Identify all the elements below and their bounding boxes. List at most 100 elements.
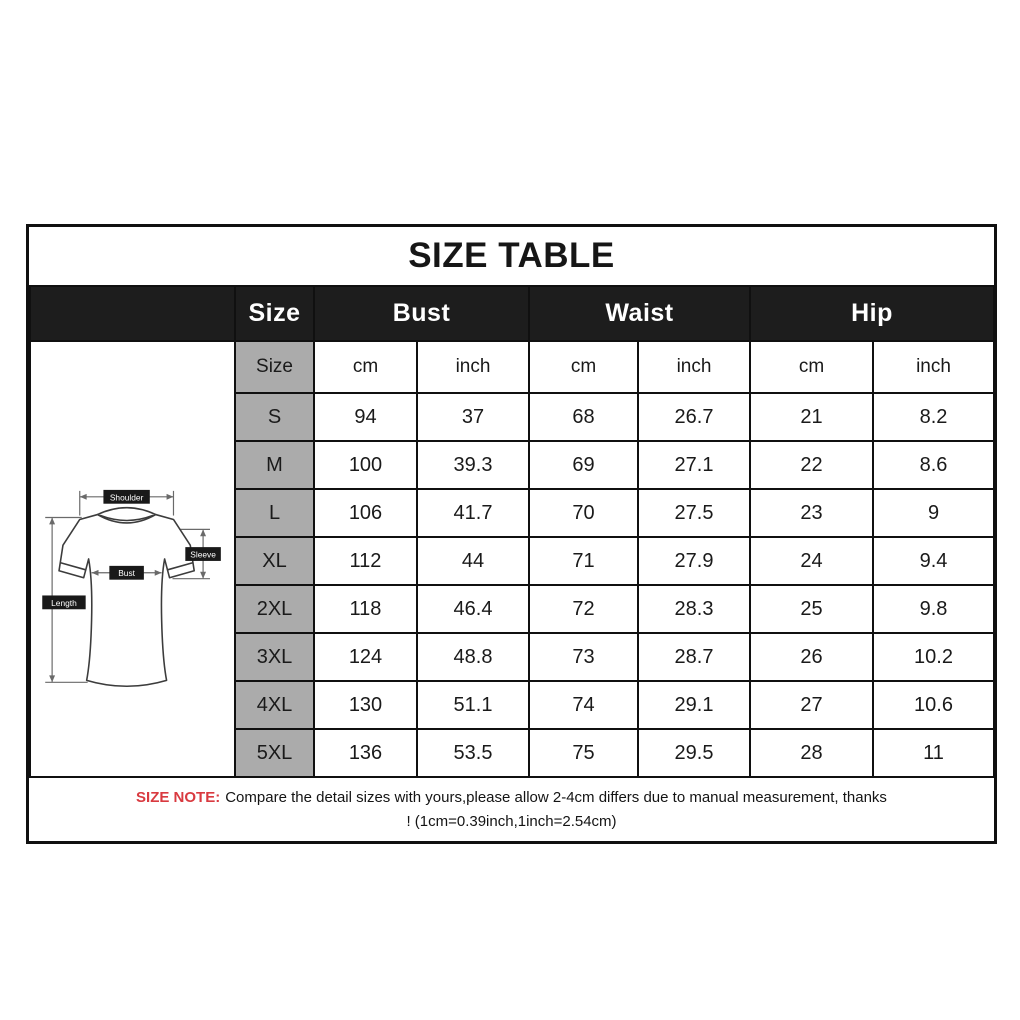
table-row-xl: XL 112 44 71 27.9 24 9.4 xyxy=(30,536,995,586)
table-cell: 24 xyxy=(749,536,874,586)
shoulder-label-text: Shoulder xyxy=(110,492,144,502)
size-note-line2: ! (1cm=0.39inch,1inch=2.54cm) xyxy=(406,812,617,830)
table-cell: 9.4 xyxy=(872,536,995,586)
bust-label: Bust xyxy=(109,565,144,580)
size-table: SIZE TABLE Size Bust Waist Hip xyxy=(26,224,997,844)
table-cell: 29.5 xyxy=(637,728,751,778)
table-cell: 8.2 xyxy=(872,392,995,442)
table-cell: 8.6 xyxy=(872,440,995,490)
header-bust: Bust xyxy=(313,285,530,342)
table-cell: 51.1 xyxy=(416,680,530,730)
unit-cell-bust-inch: inch xyxy=(416,340,530,394)
sleeve-label: Sleeve xyxy=(185,547,221,561)
sleeve-measure xyxy=(172,528,210,580)
table-cell: 28 xyxy=(749,728,874,778)
table-cell: 21 xyxy=(749,392,874,442)
table-cell: 22 xyxy=(749,440,874,490)
table-cell: 26 xyxy=(749,632,874,682)
header-size: Size xyxy=(234,285,315,342)
table-cell: 73 xyxy=(528,632,639,682)
table-cell: 27 xyxy=(749,680,874,730)
table-cell: 69 xyxy=(528,440,639,490)
title-row: SIZE TABLE xyxy=(29,227,994,285)
table-cell: 44 xyxy=(416,536,530,586)
table-cell: 27.1 xyxy=(637,440,751,490)
header-hip: Hip xyxy=(749,285,995,342)
unit-cell-hip-inch: inch xyxy=(872,340,995,394)
page-title: SIZE TABLE xyxy=(408,236,615,275)
size-note-line1: SIZE NOTE: Compare the detail sizes with … xyxy=(136,786,887,809)
size-note: SIZE NOTE: Compare the detail sizes with … xyxy=(29,778,994,841)
table-cell: 10.6 xyxy=(872,680,995,730)
unit-cell-hip-cm: cm xyxy=(749,340,874,394)
table-cell: 112 xyxy=(313,536,418,586)
table-cell: 53.5 xyxy=(416,728,530,778)
size-cell: M xyxy=(234,440,315,490)
table-cell: 68 xyxy=(528,392,639,442)
length-label: Length xyxy=(42,595,86,610)
unit-size-cell: Size xyxy=(234,340,315,394)
table-cell: 118 xyxy=(313,584,418,634)
size-cell: 5XL xyxy=(234,728,315,778)
table-cell: 41.7 xyxy=(416,488,530,538)
table-cell: 28.3 xyxy=(637,584,751,634)
table-cell: 100 xyxy=(313,440,418,490)
table-cell: 28.7 xyxy=(637,632,751,682)
table-cell: 10.2 xyxy=(872,632,995,682)
length-label-text: Length xyxy=(51,598,77,608)
table-row-4xl: 4XL 130 51.1 74 29.1 27 10.6 xyxy=(30,680,995,730)
table-cell: 27.5 xyxy=(637,488,751,538)
unit-row: Shoulder Sleeve Bust Length xyxy=(29,340,995,778)
size-note-text1: Compare the detail sizes with yours,plea… xyxy=(225,789,887,807)
sleeve-label-text: Sleeve xyxy=(190,549,216,559)
table-cell: 71 xyxy=(528,536,639,586)
size-cell: 3XL xyxy=(234,632,315,682)
table-row-s: S 94 37 68 26.7 21 8.2 xyxy=(30,392,995,442)
table-row-5xl: 5XL 136 53.5 75 29.5 28 11 xyxy=(30,728,995,778)
size-cell: 4XL xyxy=(234,680,315,730)
table-cell: 72 xyxy=(528,584,639,634)
table-cell: 124 xyxy=(313,632,418,682)
table-cell: 9.8 xyxy=(872,584,995,634)
header-waist: Waist xyxy=(528,285,751,342)
shoulder-label: Shoulder xyxy=(103,489,150,504)
size-table-grid: Size Bust Waist Hip xyxy=(29,285,995,778)
table-cell: 39.3 xyxy=(416,440,530,490)
table-cell: 48.8 xyxy=(416,632,530,682)
unit-cell-waist-cm: cm xyxy=(528,340,639,394)
header-empty-cell xyxy=(29,285,236,342)
table-cell: 23 xyxy=(749,488,874,538)
size-cell: 2XL xyxy=(234,584,315,634)
table-cell: 11 xyxy=(872,728,995,778)
unit-cell-waist-inch: inch xyxy=(637,340,751,394)
table-cell: 25 xyxy=(749,584,874,634)
size-cell: S xyxy=(234,392,315,442)
table-cell: 9 xyxy=(872,488,995,538)
table-cell: 37 xyxy=(416,392,530,442)
unit-cell-bust-cm: cm xyxy=(313,340,418,394)
table-cell: 74 xyxy=(528,680,639,730)
bust-label-text: Bust xyxy=(118,568,135,578)
table-cell: 27.9 xyxy=(637,536,751,586)
table-cell: 46.4 xyxy=(416,584,530,634)
table-row-3xl: 3XL 124 48.8 73 28.7 26 10.2 xyxy=(30,632,995,682)
header-row: Size Bust Waist Hip xyxy=(29,285,995,342)
table-cell: 94 xyxy=(313,392,418,442)
tshirt-outline xyxy=(58,506,195,688)
tshirt-measurement-diagram: Shoulder Sleeve Bust Length xyxy=(42,489,221,688)
table-cell: 106 xyxy=(313,488,418,538)
table-cell: 130 xyxy=(313,680,418,730)
table-cell: 26.7 xyxy=(637,392,751,442)
size-cell: L xyxy=(234,488,315,538)
size-note-label: SIZE NOTE: xyxy=(136,789,221,807)
table-cell: 136 xyxy=(313,728,418,778)
table-row-l: L 106 41.7 70 27.5 23 9 xyxy=(30,488,995,538)
table-cell: 70 xyxy=(528,488,639,538)
table-row-2xl: 2XL 118 46.4 72 28.3 25 9.8 xyxy=(30,584,995,634)
table-cell: 29.1 xyxy=(637,680,751,730)
table-cell: 75 xyxy=(528,728,639,778)
table-row-m: M 100 39.3 69 27.1 22 8.6 xyxy=(30,440,995,490)
tshirt-diagram-cell: Shoulder Sleeve Bust Length xyxy=(29,340,236,778)
size-cell: XL xyxy=(234,536,315,586)
